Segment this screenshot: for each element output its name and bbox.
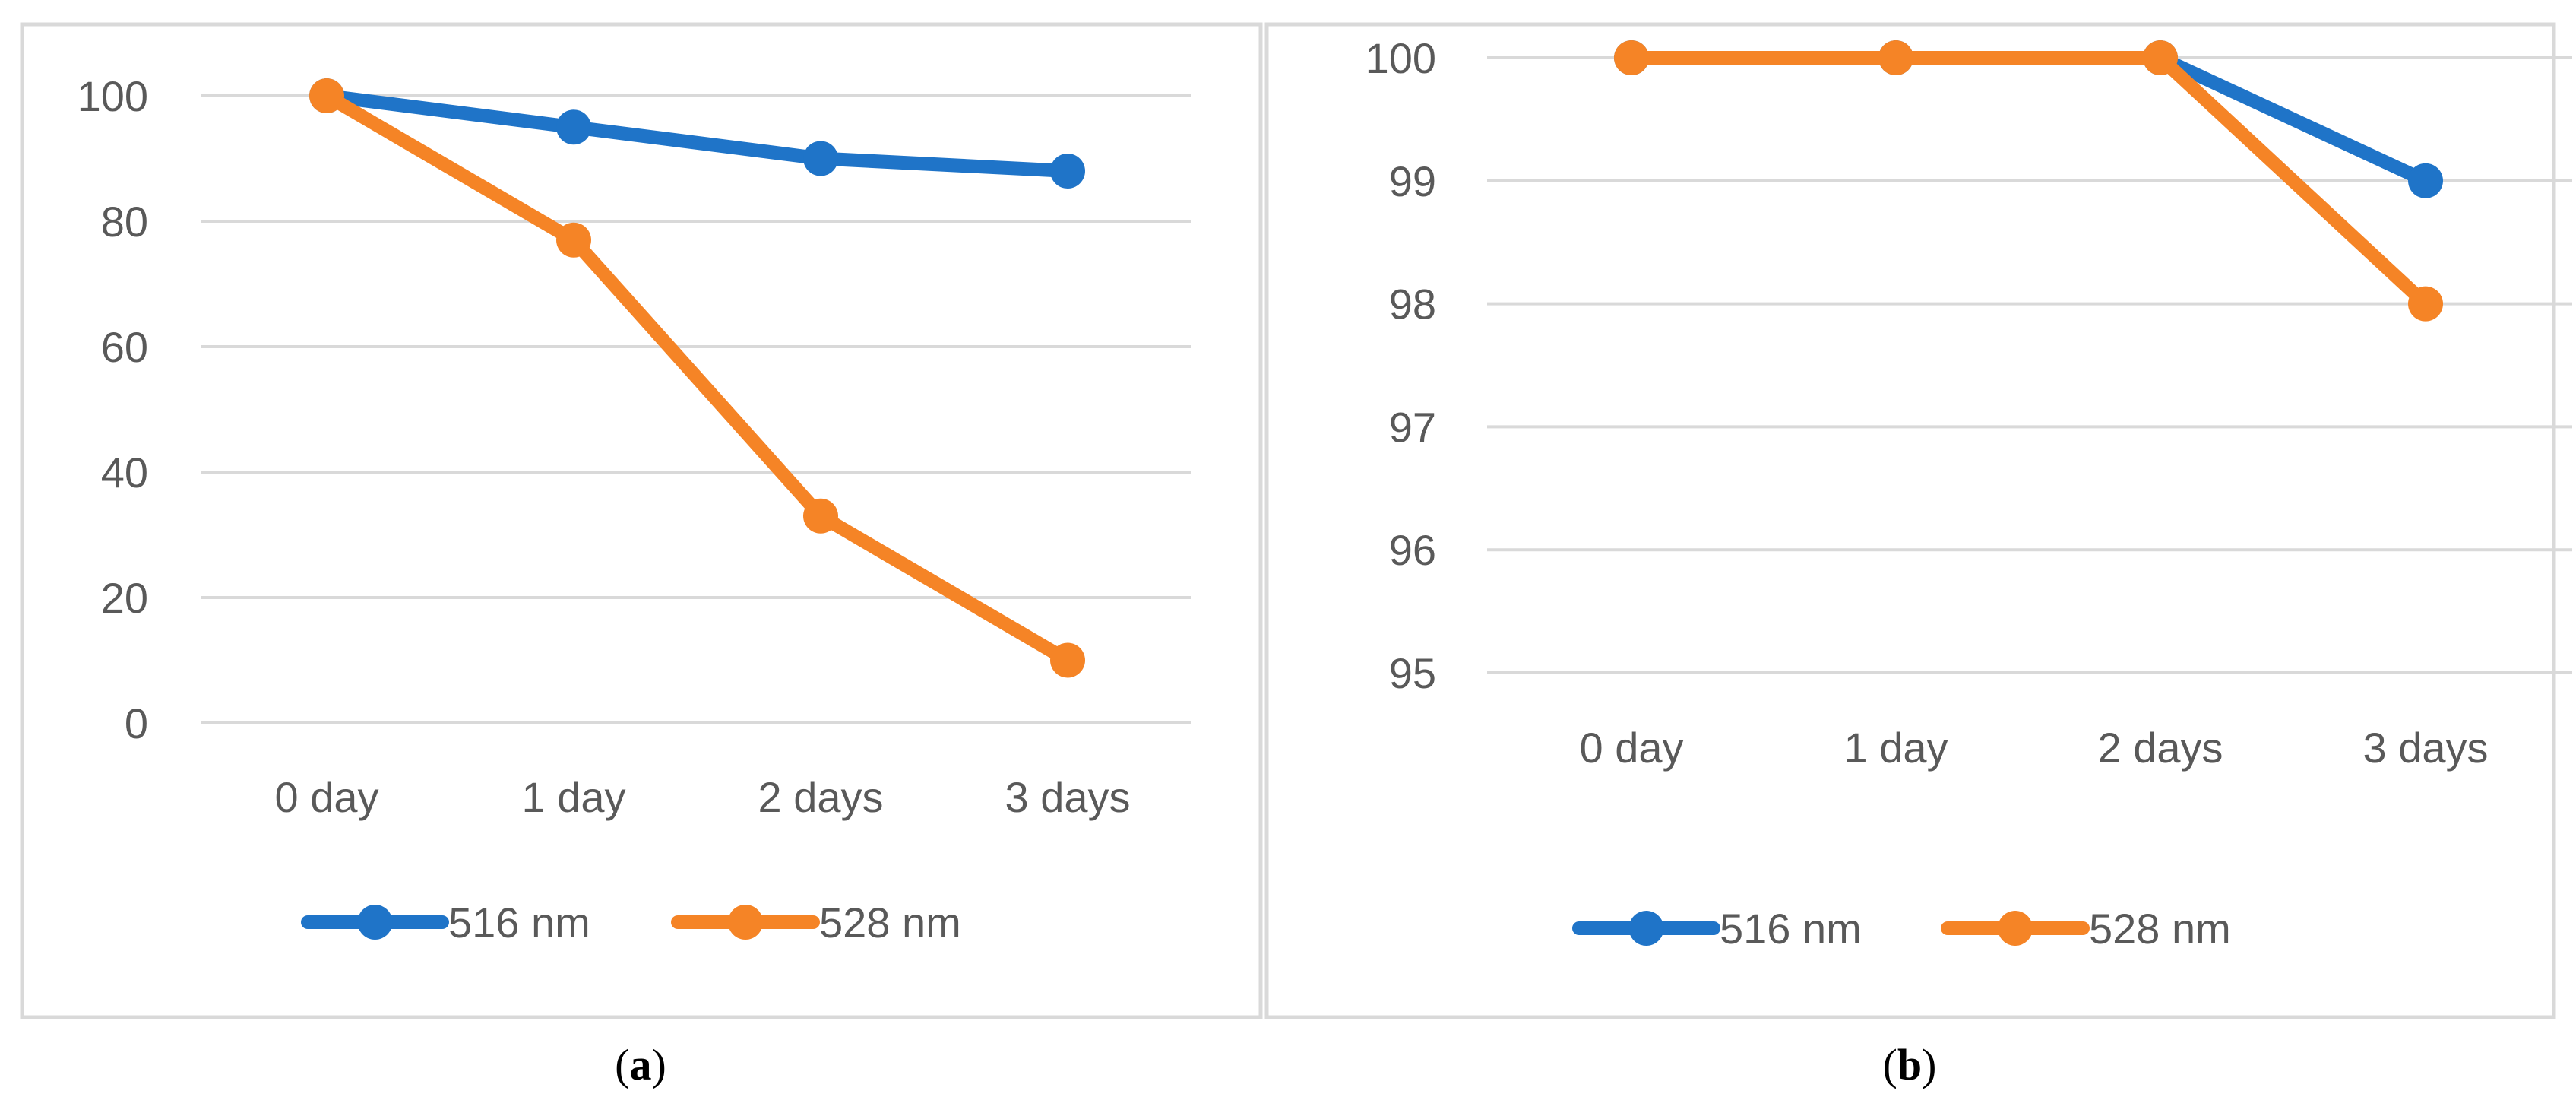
panel-a-gridlines xyxy=(201,94,1191,724)
panel-b-data-point xyxy=(1878,40,1913,75)
panel-b-frame xyxy=(1264,22,2556,1019)
panel-a-data-point xyxy=(803,498,838,534)
panel-a-y-tick-label: 40 xyxy=(101,449,148,496)
panel-a-x-tick-label: 0 day xyxy=(275,773,379,821)
panel-a-data-point xyxy=(1050,154,1085,189)
panel-a-data-point xyxy=(309,78,344,113)
panel-a-y-tick-label: 20 xyxy=(101,574,148,622)
panel-a-y-tick-label: 80 xyxy=(101,198,148,246)
panel-a-legend-marker xyxy=(728,905,763,940)
panel-b-y-tick-label: 99 xyxy=(1389,157,1436,205)
panel-a-y-tick-label: 60 xyxy=(101,323,148,371)
panel-b-data-point xyxy=(2143,40,2178,75)
panel-a-x-tick-label: 3 days xyxy=(1005,773,1131,821)
panel-a-data-point xyxy=(556,222,591,258)
panel-a-legend: 516 nm 528 nm xyxy=(301,899,961,946)
panel-a-series-line-516nm xyxy=(320,89,1074,178)
panel-b-x-tick-label: 3 days xyxy=(2363,724,2489,772)
panel-a-legend-marker xyxy=(357,905,393,940)
panel-b-y-tick-label: 98 xyxy=(1389,281,1436,328)
panel-a-data-point xyxy=(803,141,838,176)
panel-b-y-tick-label: 96 xyxy=(1389,526,1436,574)
panel-b-y-tick-label: 100 xyxy=(1366,34,1436,82)
panel-a-series-line-528nm xyxy=(320,89,1074,667)
panel-a-caption-letter: a xyxy=(630,1040,652,1089)
panel-b-x-tick-label: 0 day xyxy=(1580,724,1684,772)
panel-b-x-tick-label: 2 days xyxy=(2098,724,2223,772)
panel-b-y-tick-label: 97 xyxy=(1389,403,1436,451)
panel-b-legend-label: 516 nm xyxy=(1720,905,1862,953)
panel-b-x-tick-labels: 0 day 1 day 2 days 3 days xyxy=(1580,724,2489,772)
panel-b-data-point xyxy=(2408,286,2443,322)
panel-a-data-point xyxy=(556,109,591,145)
panel-b-legend-marker xyxy=(1628,911,1664,946)
panel-b-y-tick-labels: 95 96 97 98 99 100 xyxy=(1366,34,1436,697)
panel-b-legend-marker xyxy=(1998,911,2033,946)
panel-b-legend: 516 nm 528 nm xyxy=(1572,905,2231,953)
chart-panel-a: 0 20 40 60 80 100 0 day 1 day 2 days 3 days 516 … xyxy=(20,22,1263,1019)
panel-b-y-tick-label: 95 xyxy=(1389,649,1436,697)
panel-b-series-line-528nm xyxy=(1625,51,2432,311)
panel-a-y-tick-label: 0 xyxy=(125,699,148,747)
panel-a-y-tick-label: 100 xyxy=(78,72,148,120)
panel-a-x-tick-label: 2 days xyxy=(758,773,884,821)
panel-a-frame xyxy=(20,22,1263,1019)
panel-a-series xyxy=(309,78,1085,678)
panel-b-x-tick-label: 1 day xyxy=(1844,724,1948,772)
panel-a-data-point xyxy=(1050,642,1085,678)
panel-a-x-tick-labels: 0 day 1 day 2 days 3 days xyxy=(275,773,1131,821)
panel-a-legend-label: 516 nm xyxy=(448,899,590,946)
chart-panel-b: 95 96 97 98 99 100 0 day 1 day 2 days 3 days 516… xyxy=(1264,22,2572,1019)
panel-a-y-tick-labels: 0 20 40 60 80 100 xyxy=(78,72,148,747)
panel-b-caption-letter: b xyxy=(1897,1040,1922,1089)
panel-a-x-tick-label: 1 day xyxy=(522,773,626,821)
panel-a-legend-label: 528 nm xyxy=(819,899,961,946)
panel-b-legend-label: 528 nm xyxy=(2089,905,2231,953)
panel-b-caption: (b) xyxy=(1883,1040,1937,1089)
panel-b-series xyxy=(1614,40,2443,322)
panel-b-data-point xyxy=(2408,163,2443,198)
panel-b-data-point xyxy=(1614,40,1649,75)
panel-a-caption: (a) xyxy=(615,1040,666,1089)
